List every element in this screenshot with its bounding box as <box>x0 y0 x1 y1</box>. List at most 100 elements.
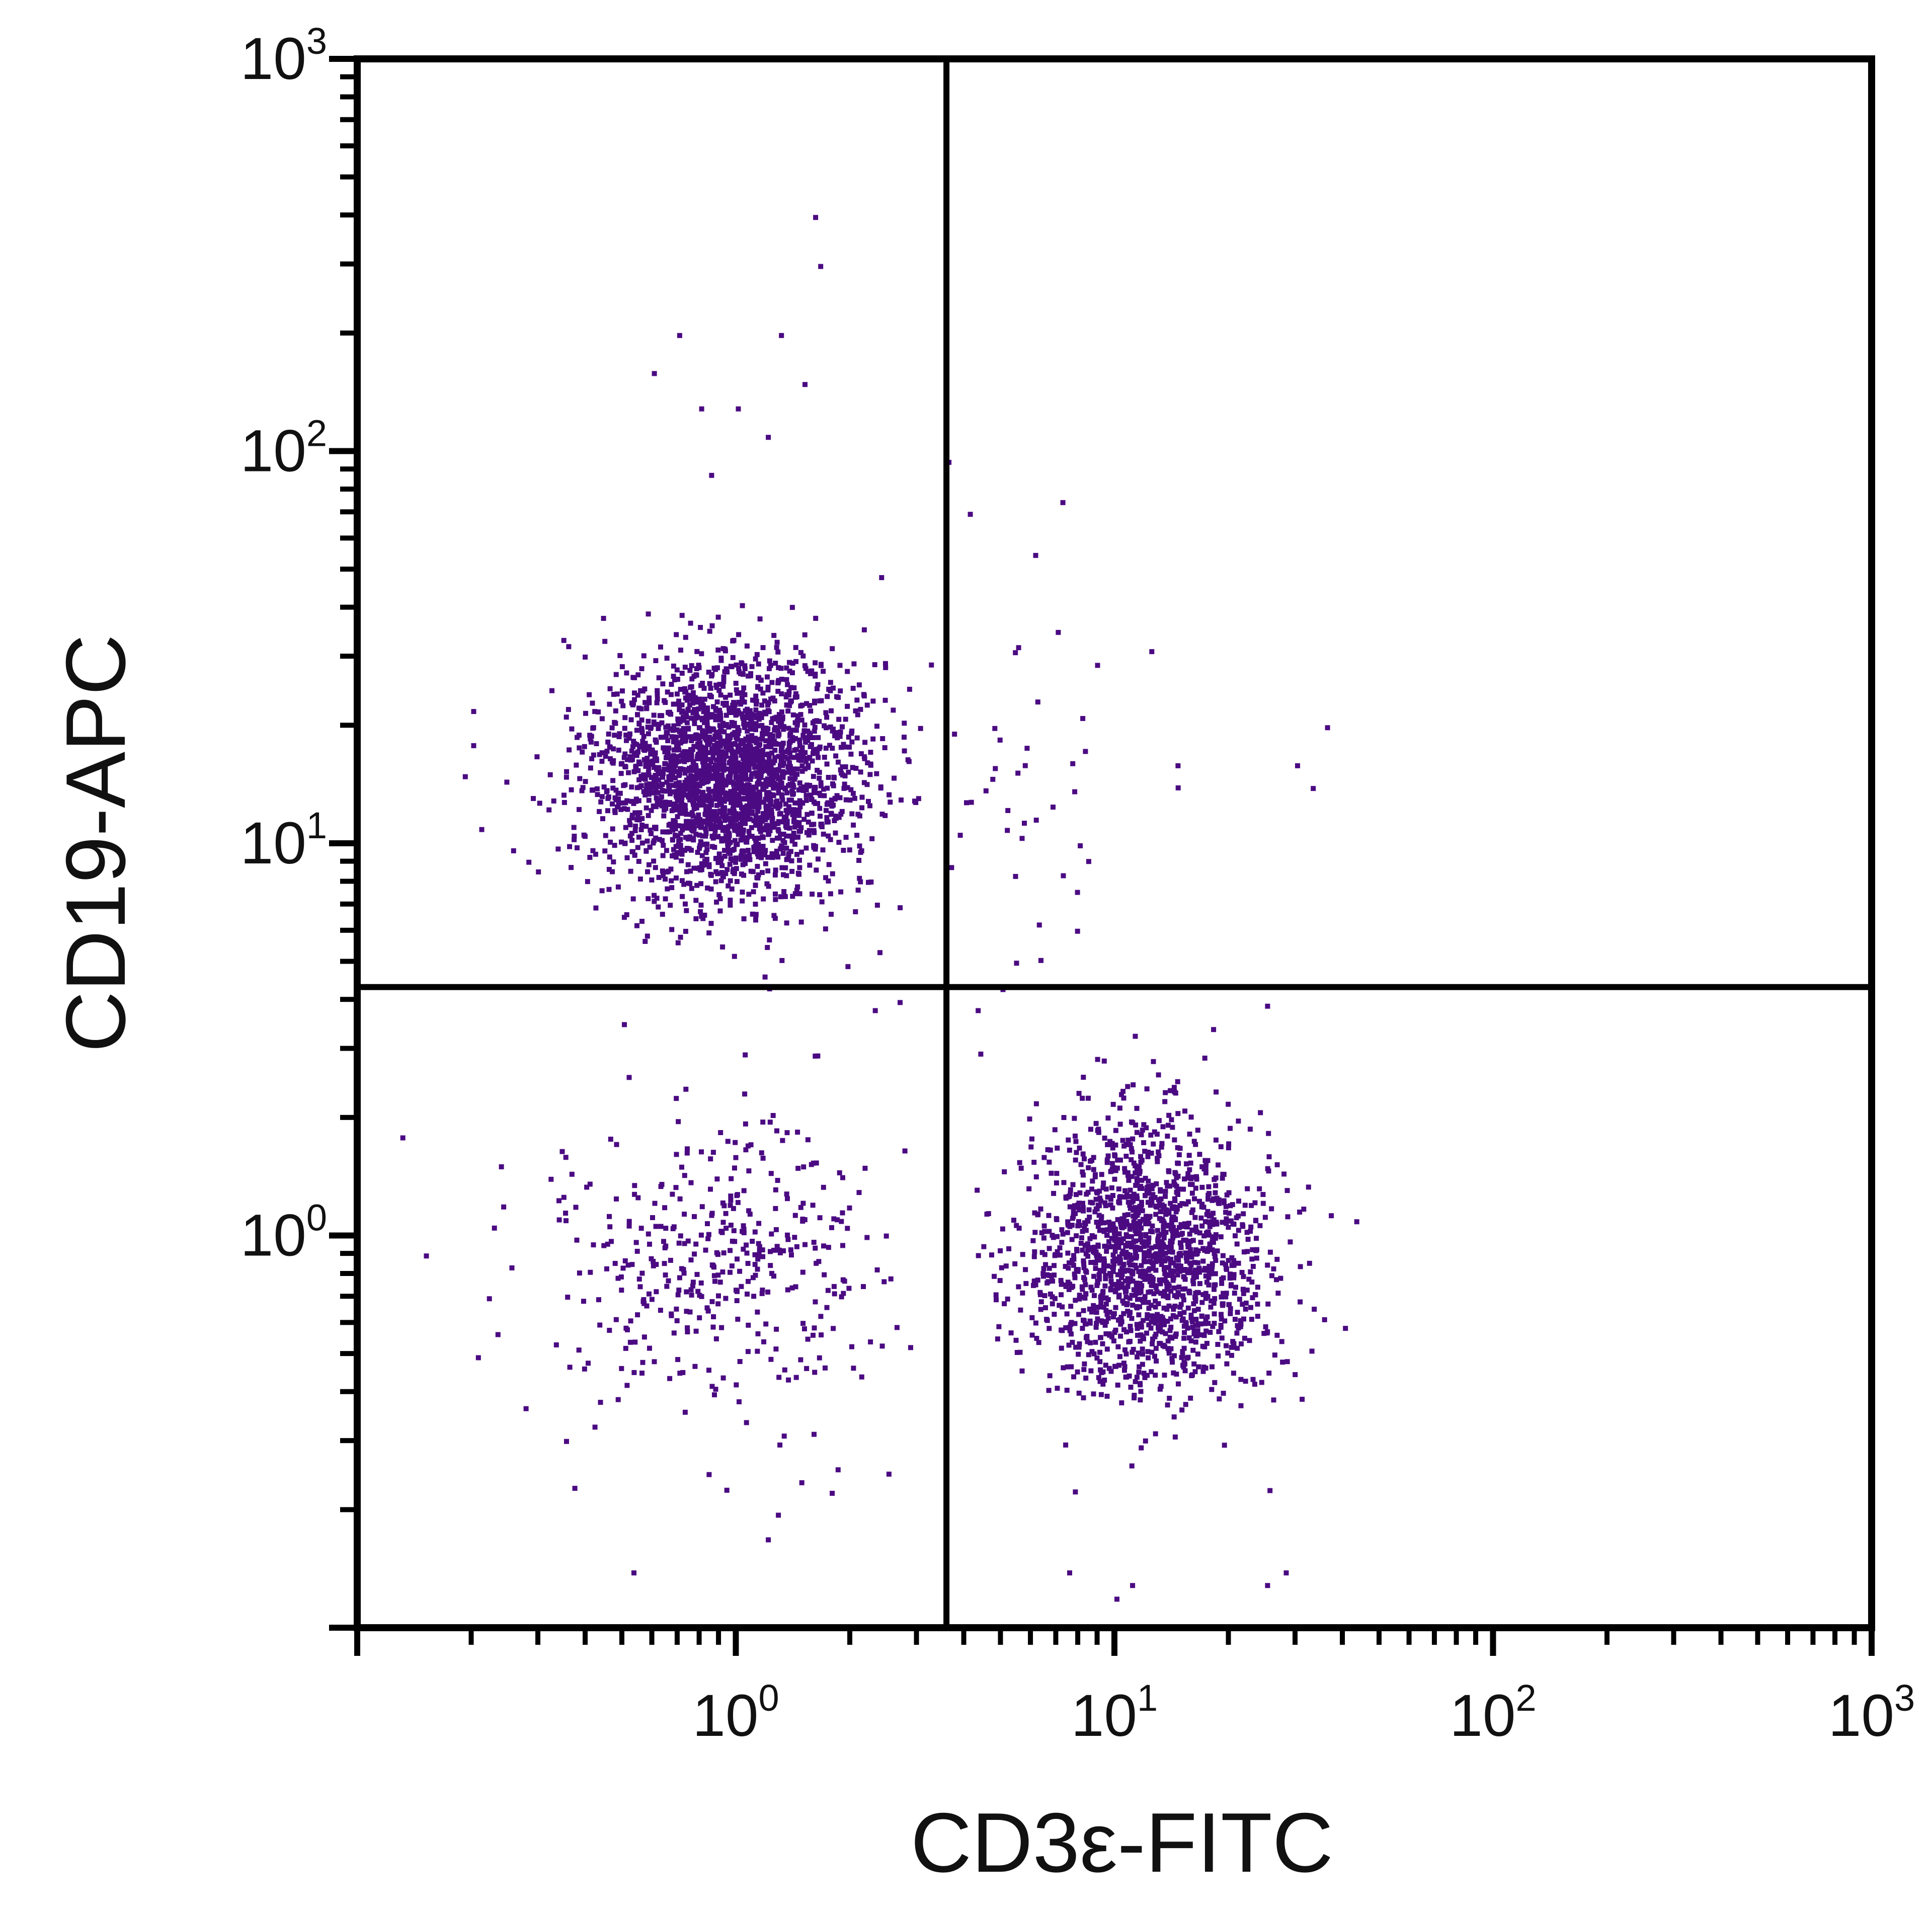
data-point <box>1135 1180 1140 1185</box>
data-point <box>1157 1200 1162 1206</box>
data-point <box>1298 1299 1303 1305</box>
data-point <box>688 685 693 690</box>
data-point <box>867 803 872 809</box>
data-point <box>1066 1137 1071 1143</box>
data-point <box>789 797 794 803</box>
data-point <box>835 1467 841 1473</box>
data-point <box>1195 1128 1200 1133</box>
data-point <box>1145 1312 1150 1317</box>
data-point <box>657 769 663 774</box>
data-point <box>717 908 723 914</box>
data-point <box>1174 1228 1179 1233</box>
data-point <box>786 804 792 810</box>
data-point <box>1117 1122 1123 1127</box>
data-point <box>1194 1176 1199 1182</box>
data-point <box>1045 1279 1051 1285</box>
data-point <box>1158 1384 1164 1389</box>
data-point <box>1202 1321 1208 1326</box>
data-point <box>719 772 725 778</box>
data-point <box>785 856 790 862</box>
data-point <box>1245 1249 1250 1254</box>
data-point <box>1176 1152 1182 1157</box>
data-point <box>1241 1211 1246 1217</box>
data-point <box>1192 1260 1197 1265</box>
data-point <box>1170 1273 1175 1278</box>
data-point <box>649 831 654 836</box>
data-point <box>730 702 736 708</box>
data-point <box>740 699 745 704</box>
data-point <box>629 831 634 836</box>
data-point <box>1069 1364 1074 1370</box>
data-point <box>654 1289 659 1295</box>
data-point <box>781 1433 787 1439</box>
data-point <box>1162 1289 1167 1294</box>
data-point <box>656 722 662 727</box>
data-point <box>1022 763 1028 768</box>
data-point <box>555 846 561 852</box>
data-point <box>624 912 629 917</box>
data-point <box>636 834 641 840</box>
data-point <box>424 1253 429 1259</box>
data-point <box>853 708 858 713</box>
data-point <box>1246 1276 1252 1282</box>
data-point <box>1028 1144 1034 1150</box>
data-point <box>591 1242 596 1248</box>
data-point <box>669 927 675 932</box>
data-point <box>781 761 786 766</box>
data-point <box>1014 1350 1020 1355</box>
data-point <box>747 802 753 808</box>
data-point <box>757 616 763 622</box>
data-point <box>593 905 599 911</box>
data-point <box>1035 699 1040 705</box>
data-point <box>1108 1369 1114 1374</box>
data-point <box>1174 1205 1179 1210</box>
data-point <box>1116 1279 1121 1285</box>
data-point <box>1046 1229 1052 1234</box>
data-point <box>820 847 826 853</box>
data-point <box>699 822 704 828</box>
data-point <box>803 797 809 803</box>
data-point <box>728 707 734 712</box>
data-point <box>1220 1253 1226 1258</box>
data-point <box>616 747 621 753</box>
data-point <box>712 734 718 739</box>
data-point <box>1174 1183 1179 1189</box>
data-point <box>1255 1314 1260 1319</box>
data-point <box>639 1270 645 1276</box>
data-point <box>1146 1300 1151 1305</box>
data-point <box>734 662 739 668</box>
data-point <box>802 663 808 668</box>
data-point <box>781 872 786 877</box>
data-point <box>1132 1395 1137 1401</box>
data-point <box>1215 1342 1221 1347</box>
data-point <box>692 1364 698 1369</box>
data-point <box>1200 1369 1206 1374</box>
data-point <box>757 1247 762 1252</box>
data-point <box>814 747 819 752</box>
data-point <box>635 1312 640 1318</box>
data-point <box>627 754 633 759</box>
data-point <box>774 1247 780 1253</box>
data-point <box>708 823 713 828</box>
data-point <box>1226 1258 1231 1263</box>
data-point <box>763 778 769 783</box>
data-point <box>1149 1196 1154 1202</box>
data-point <box>719 870 725 875</box>
data-point <box>1283 1570 1289 1576</box>
data-point <box>908 1345 913 1350</box>
data-point <box>1134 1253 1140 1259</box>
data-point <box>1190 1251 1195 1256</box>
data-point <box>1052 1272 1057 1278</box>
data-point <box>671 674 676 679</box>
data-point <box>864 1235 870 1240</box>
data-point <box>735 825 741 830</box>
data-point <box>714 812 719 818</box>
data-point <box>633 763 639 769</box>
data-point <box>635 845 640 850</box>
data-point <box>756 796 761 802</box>
data-point <box>1112 1235 1118 1240</box>
data-point <box>649 774 654 780</box>
data-point <box>645 756 650 761</box>
data-point <box>1280 1360 1285 1365</box>
data-point <box>768 802 773 808</box>
